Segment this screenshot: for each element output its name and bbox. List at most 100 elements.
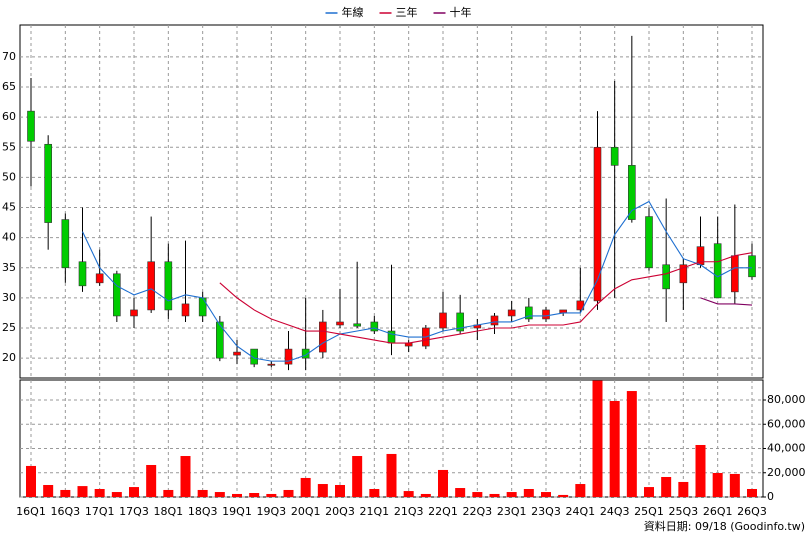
y-tick-label: 70 [2, 50, 16, 63]
candle-body [267, 363, 276, 366]
y2-tick-label: 40,000 [767, 442, 806, 455]
volume-bar [146, 464, 157, 497]
volume-bar [626, 391, 637, 497]
volume-bar [369, 488, 380, 497]
volume-bar [163, 489, 174, 497]
candle-body [456, 312, 464, 332]
x-tick-label: 16Q3 [51, 505, 81, 518]
x-tick-label: 18Q1 [154, 505, 184, 518]
candle-body [164, 261, 173, 311]
volume-bar [695, 444, 706, 497]
candle-body [439, 312, 447, 329]
candle-body [198, 297, 207, 317]
x-tick-label: 25Q3 [669, 505, 699, 518]
volume-bar [420, 493, 431, 497]
candle-body [113, 273, 121, 317]
x-tick-label: 19Q3 [257, 505, 287, 518]
candle-body [370, 321, 379, 332]
volume-bar [197, 489, 208, 497]
x-tick-label: 23Q3 [531, 505, 561, 518]
footer: 資料日期: 09/18 (Goodinfo.tw) [644, 519, 805, 533]
volume-bar [386, 453, 397, 497]
y-tick-label: 20 [2, 351, 16, 364]
candle-body [628, 165, 636, 220]
volume-bar [455, 488, 466, 497]
y-tick-label: 40 [2, 231, 16, 244]
x-tick-label: 20Q3 [325, 505, 355, 518]
legend-label: 三年 [396, 5, 418, 19]
y2-tick-label: 80,000 [767, 393, 806, 406]
candle-body [130, 309, 138, 317]
x-tick-label: 24Q3 [600, 505, 630, 518]
volume-bar [214, 492, 225, 497]
legend-label: 年線 [342, 5, 364, 19]
y-tick-label: 45 [2, 201, 16, 214]
candle-body [27, 110, 35, 142]
volume-bar [335, 484, 345, 497]
y2-tick-label: 20,000 [767, 466, 806, 479]
y-tick-label: 60 [2, 110, 16, 123]
x-tick-label: 17Q1 [85, 505, 115, 518]
volume-bar [129, 487, 139, 497]
volume-bar [403, 491, 414, 497]
y-tick-label: 55 [2, 140, 16, 153]
candle-body [731, 255, 739, 293]
candle-body [216, 321, 224, 359]
x-tick-label: 18Q3 [188, 505, 218, 518]
candle-body [353, 323, 361, 327]
volume-bar [523, 488, 534, 497]
y-tick-label: 50 [2, 170, 16, 183]
candle-body [44, 143, 52, 223]
x-tick-label: 19Q1 [222, 505, 252, 518]
x-tick-label: 16Q1 [16, 505, 46, 518]
x-tick-label: 20Q1 [291, 505, 321, 518]
candle-body [645, 216, 653, 269]
volume-bar [747, 488, 757, 497]
volume-bar [489, 493, 500, 497]
candle-body [610, 146, 619, 166]
volume-bar [712, 472, 723, 497]
candle-body [250, 348, 258, 365]
volume-bar [661, 476, 672, 497]
x-tick-label: 21Q3 [394, 505, 424, 518]
candle-body [525, 306, 533, 320]
volume-bar [232, 493, 242, 497]
y-tick-label: 35 [2, 261, 16, 274]
volume-bar [300, 477, 311, 497]
volume-bar [60, 489, 71, 497]
candle-body [336, 321, 344, 326]
volume-bar [438, 469, 448, 497]
candle-body [181, 303, 190, 317]
candle-body [662, 264, 670, 290]
candle-body [748, 255, 756, 278]
candle-body [301, 348, 310, 359]
volume-bar [283, 489, 294, 497]
x-tick-label: 22Q3 [463, 505, 493, 518]
x-tick-label: 22Q1 [428, 505, 458, 518]
volume-bar [111, 492, 122, 497]
candle-body [319, 321, 327, 353]
candle-body [284, 348, 293, 365]
volume-bar [506, 492, 517, 497]
candle-body [78, 261, 87, 287]
volume-bar [472, 492, 483, 497]
x-tick-label: 26Q3 [737, 505, 767, 518]
volume-bar [558, 494, 569, 497]
line-series [700, 297, 753, 306]
volume-bar [43, 484, 54, 497]
x-tick-label: 17Q3 [119, 505, 149, 518]
y-tick-label: 30 [2, 291, 16, 304]
volume-bar [644, 487, 654, 497]
y2-tick-label: 60,000 [767, 417, 806, 430]
candle-body [147, 261, 155, 311]
x-tick-label: 25Q1 [634, 505, 664, 518]
x-tick-label: 23Q1 [497, 505, 527, 518]
price-frame [19, 24, 764, 379]
volume-bar [678, 481, 689, 497]
candle-body [713, 243, 722, 299]
volume-bar [352, 456, 363, 497]
candle-body [95, 273, 104, 284]
y-tick-label: 65 [2, 80, 16, 93]
line-series [219, 252, 753, 344]
